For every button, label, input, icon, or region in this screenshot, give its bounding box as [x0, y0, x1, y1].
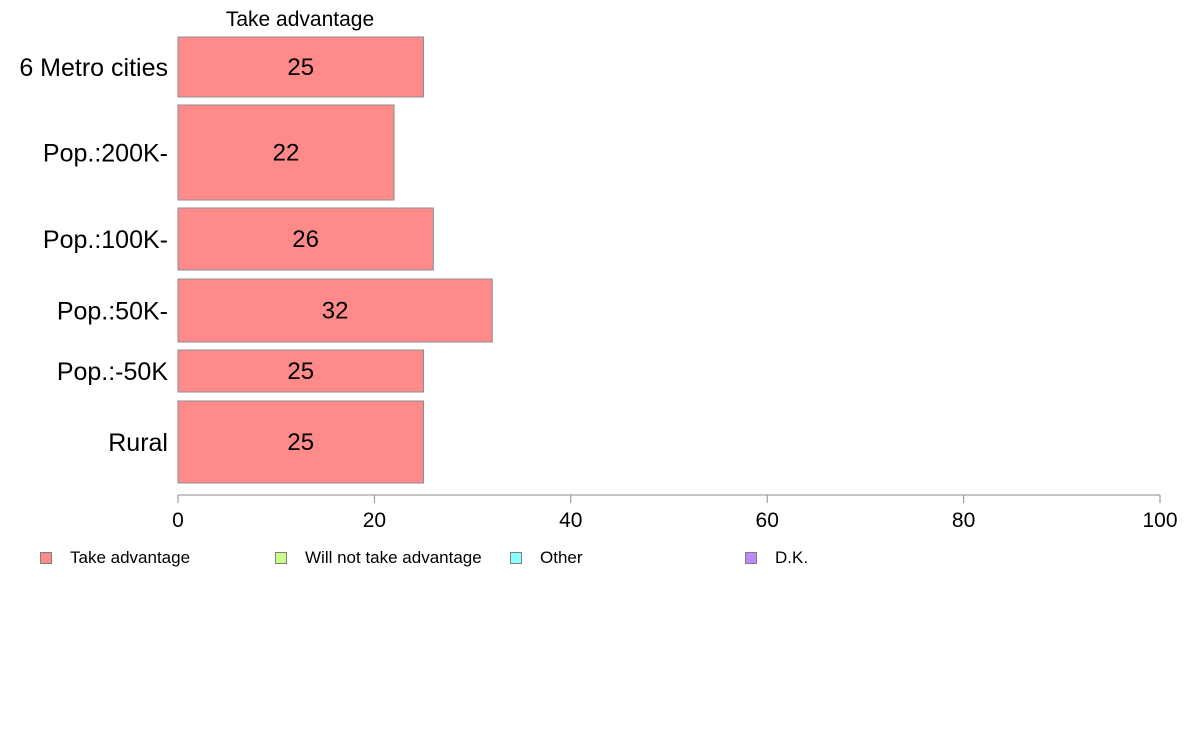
legend-label-take-advantage: Take advantage	[70, 548, 191, 567]
category-label-pop-50k: Pop.:50K-	[57, 298, 168, 326]
bars-layer: 25 6 Metro cities 22 Pop.:200K- 26 Pop.:100K-…	[19, 36, 493, 484]
x-tick-label-1: 20	[363, 509, 386, 532]
bar-6-metro-cities	[177, 36, 424, 98]
x-tick-label-0: 0	[172, 509, 184, 532]
legend-label-other: Other	[540, 548, 583, 567]
legend-swatch-take-advantage	[40, 552, 52, 564]
data-label-pop-50k: 32	[322, 298, 349, 325]
data-label-pop-100k: 26	[292, 226, 319, 253]
category-label-rural: Rural	[108, 429, 168, 457]
bar-pop-100k	[177, 207, 434, 271]
category-label-pop-100k: Pop.:100K-	[43, 226, 168, 254]
category-label-6-metro-cities: 6 Metro cities	[19, 54, 168, 82]
category-label-pop-200k: Pop.:200K-	[43, 140, 168, 168]
legend-item-other: Other	[510, 546, 583, 570]
bar-pop-200k	[177, 104, 395, 201]
data-label-pop-50k: 25	[287, 358, 314, 385]
chart-title: Take advantage	[226, 8, 374, 31]
legend-swatch-other	[510, 552, 522, 564]
bar-pop-50k	[177, 278, 493, 343]
x-tick-label-5: 100	[1142, 509, 1177, 532]
legend-label-dk: D.K.	[775, 548, 809, 567]
data-label-pop-200k: 22	[273, 140, 300, 167]
data-label-6-metro-cities: 25	[287, 54, 314, 81]
category-label-pop-50k: Pop.:-50K	[57, 358, 169, 386]
legend-item-take-advantage: Take advantage	[40, 546, 190, 570]
legend-item-dk: D.K.	[745, 546, 808, 570]
x-axis: 0 20 40 60 80 100	[172, 494, 1178, 532]
legend-swatch-dk	[745, 552, 757, 564]
legend-item-will-not-take-advantage: Will not take advantage	[275, 546, 482, 570]
bar-rural	[177, 400, 424, 484]
x-tick-label-3: 60	[756, 509, 779, 532]
legend-label-will-not-take-advantage: Will not take advantage	[305, 548, 482, 567]
legend: Take advantage Will not take advantage O…	[0, 546, 1188, 572]
bar-pop-50k	[177, 349, 424, 393]
x-tick-label-2: 40	[559, 509, 582, 532]
legend-swatch-will-not-take-advantage	[275, 552, 287, 564]
data-label-rural: 25	[287, 429, 314, 456]
x-tick-label-4: 80	[952, 509, 975, 532]
